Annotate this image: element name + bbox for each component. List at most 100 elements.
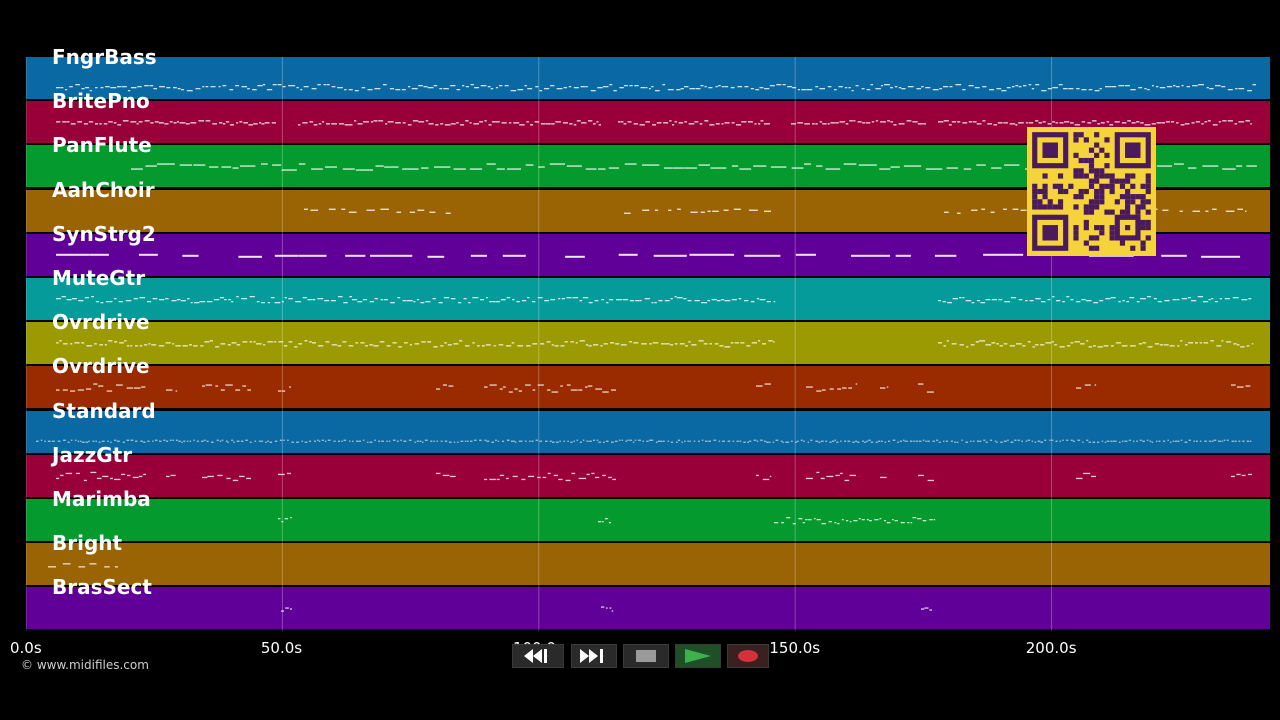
- note: [624, 212, 631, 214]
- note: [1222, 120, 1227, 122]
- note: [844, 479, 850, 482]
- note: [576, 439, 579, 441]
- note: [1156, 165, 1173, 167]
- note: [274, 341, 277, 343]
- note: [1157, 301, 1162, 303]
- note: [963, 168, 972, 170]
- note: [907, 522, 910, 524]
- note: [304, 340, 308, 342]
- note: [1236, 344, 1240, 346]
- note: [1124, 85, 1130, 87]
- note: [570, 389, 578, 391]
- note: [1110, 440, 1113, 442]
- note: [390, 302, 395, 304]
- note: [762, 343, 767, 345]
- rewind-button[interactable]: [512, 644, 564, 668]
- record-button[interactable]: [727, 644, 769, 668]
- note: [1097, 346, 1103, 348]
- note: [1105, 298, 1111, 300]
- note: [370, 121, 374, 123]
- note: [1223, 439, 1226, 441]
- note: [521, 440, 523, 442]
- track-13[interactable]: [26, 587, 1270, 630]
- note: [532, 389, 536, 391]
- note: [337, 440, 341, 442]
- stop-button[interactable]: [623, 644, 669, 668]
- note: [236, 122, 239, 124]
- note: [657, 440, 661, 442]
- note: [1203, 301, 1209, 303]
- note: [284, 297, 287, 299]
- note: [570, 341, 574, 343]
- note: [126, 345, 130, 347]
- note: [609, 299, 614, 301]
- note: [582, 297, 589, 299]
- track-12[interactable]: [26, 543, 1270, 586]
- note: [91, 296, 94, 298]
- note: [922, 520, 927, 522]
- note: [1056, 300, 1061, 302]
- note: [1070, 439, 1073, 441]
- note: [171, 300, 177, 302]
- note: [513, 440, 515, 442]
- note: [527, 88, 533, 90]
- track-9[interactable]: [26, 410, 1270, 453]
- note: [608, 167, 619, 169]
- track-8[interactable]: [26, 366, 1270, 409]
- note: [1122, 300, 1125, 302]
- note: [662, 84, 666, 86]
- note: [690, 211, 698, 213]
- note: [173, 87, 177, 89]
- track-11[interactable]: [26, 499, 1270, 541]
- note: [519, 124, 525, 126]
- notes-layer: [36, 84, 1257, 612]
- note: [1051, 439, 1054, 441]
- note: [1081, 299, 1086, 301]
- note: [412, 120, 419, 122]
- note: [267, 440, 269, 442]
- note: [145, 165, 157, 167]
- note: [236, 440, 240, 442]
- note: [609, 342, 615, 344]
- track-10[interactable]: [26, 454, 1270, 497]
- note: [232, 167, 239, 169]
- note: [298, 254, 327, 257]
- note: [1195, 440, 1198, 442]
- note: [296, 87, 299, 89]
- note: [402, 300, 407, 302]
- note: [1076, 301, 1081, 303]
- note: [108, 121, 113, 123]
- note: [572, 297, 579, 299]
- note: [408, 439, 412, 441]
- fast-forward-button[interactable]: [571, 644, 617, 668]
- play-button[interactable]: [675, 644, 721, 668]
- note: [465, 120, 469, 122]
- note: [521, 300, 527, 302]
- note: [827, 86, 832, 88]
- note: [795, 253, 816, 256]
- note: [1205, 210, 1209, 212]
- note: [608, 476, 612, 479]
- note: [262, 84, 266, 86]
- note: [1155, 86, 1159, 88]
- note: [787, 86, 793, 88]
- note: [436, 440, 439, 442]
- note: [797, 440, 799, 442]
- note: [104, 566, 110, 568]
- note: [289, 386, 291, 388]
- note: [755, 89, 760, 91]
- note: [288, 298, 293, 300]
- note: [689, 88, 696, 90]
- note: [182, 345, 188, 347]
- note: [242, 385, 247, 387]
- note: [159, 299, 165, 301]
- note: [546, 389, 551, 391]
- note: [999, 345, 1003, 347]
- note: [264, 122, 270, 124]
- note: [436, 472, 441, 475]
- note: [1218, 121, 1221, 123]
- note: [611, 441, 614, 443]
- track-1[interactable]: [26, 57, 1270, 99]
- note: [591, 472, 595, 475]
- note: [703, 343, 708, 345]
